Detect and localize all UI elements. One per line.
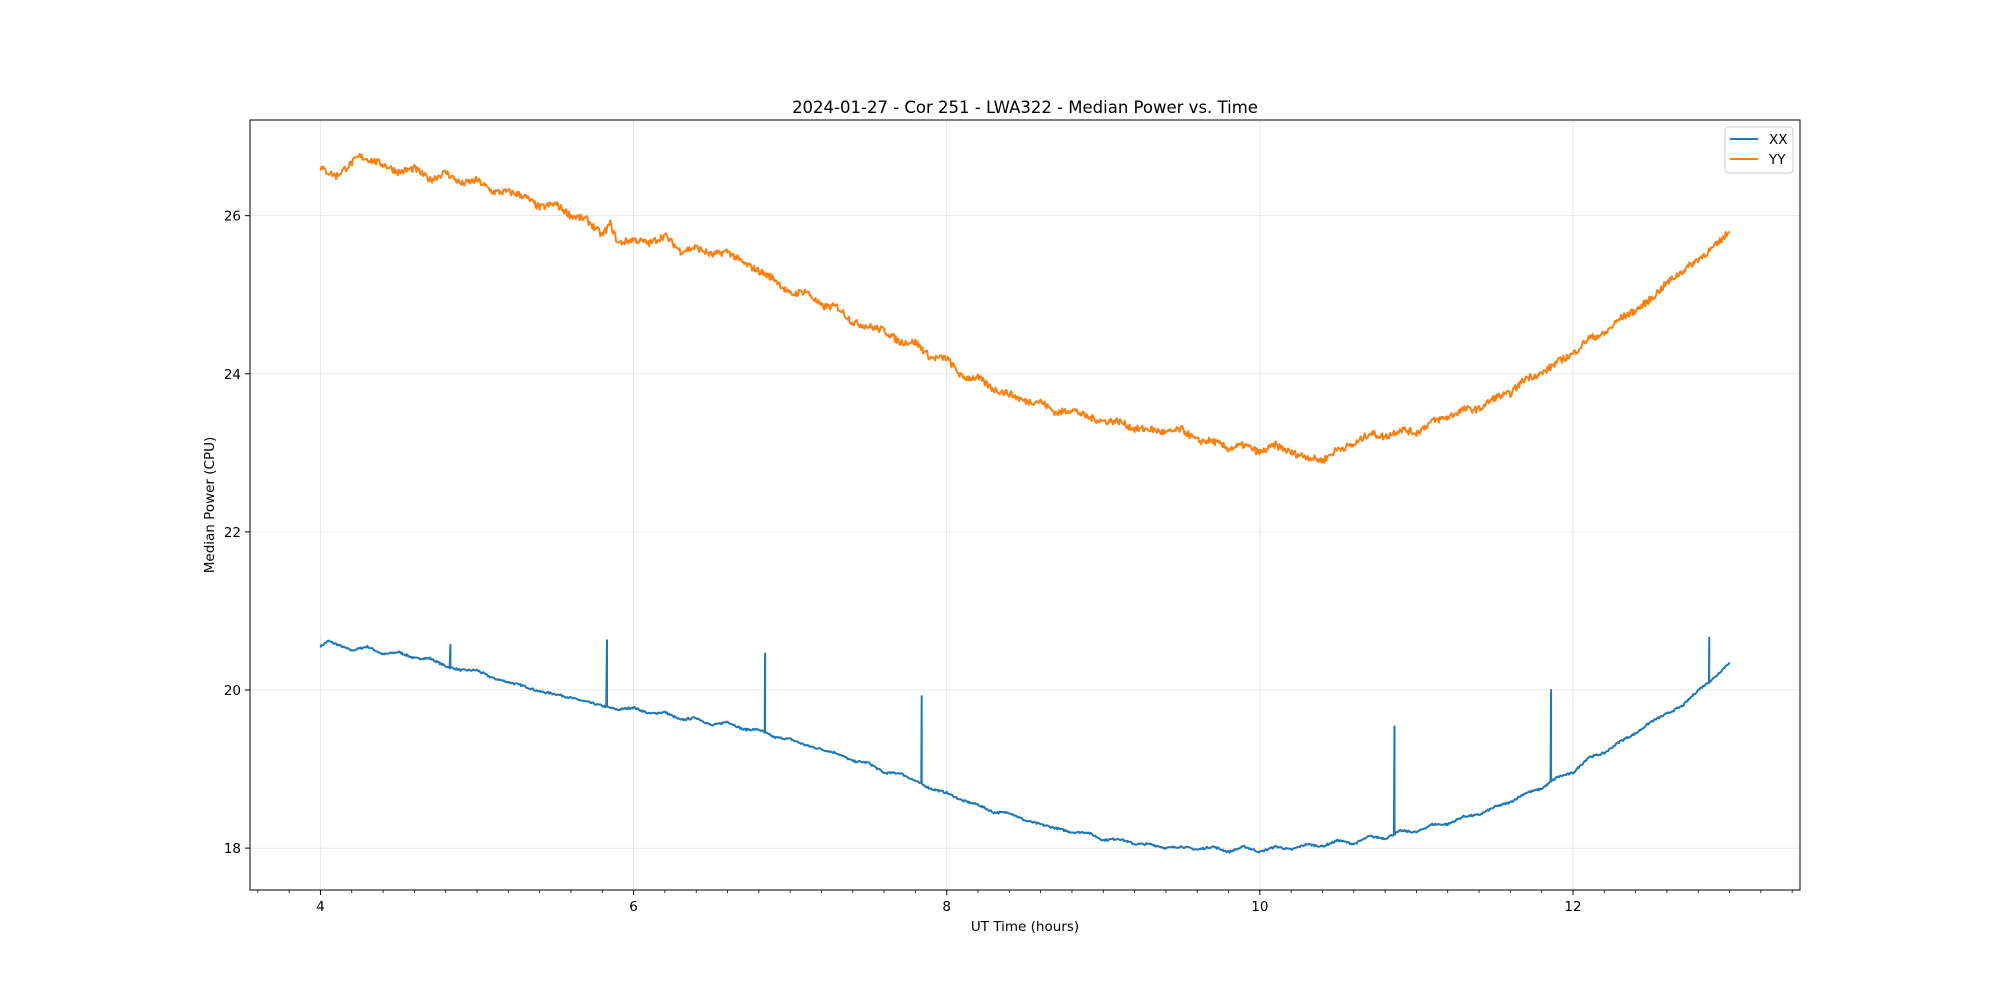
plot-area-frame [249,119,1801,891]
legend-label-yy: YY [1768,152,1786,168]
legend: XX YY [1724,126,1794,174]
series-lines [319,153,1731,854]
y-tick-label: 24 [224,367,241,383]
x-tick-label: 8 [942,899,951,915]
series-line-xx [319,636,1731,854]
y-tick-label: 22 [224,525,241,541]
y-axis-label: Median Power (CPU) [202,437,218,573]
y-tick-label: 18 [224,841,241,857]
x-tick-label: 10 [1251,899,1268,915]
x-tick-label: 6 [629,899,638,915]
y-axis-ticks: 18 20 22 24 26 [224,209,250,857]
y-tick-label: 26 [224,209,241,225]
x-tick-label: 4 [316,899,325,915]
x-axis-label: UT Time (hours) [971,919,1079,935]
chart-title: 2024-01-27 - Cor 251 - LWA322 - Median P… [792,98,1258,117]
x-axis-ticks: 4 6 8 10 12 [257,890,1793,915]
x-tick-label: 12 [1564,899,1581,915]
series-line-yy [319,153,1731,464]
y-tick-label: 20 [224,683,241,699]
legend-label-xx: XX [1769,132,1788,148]
